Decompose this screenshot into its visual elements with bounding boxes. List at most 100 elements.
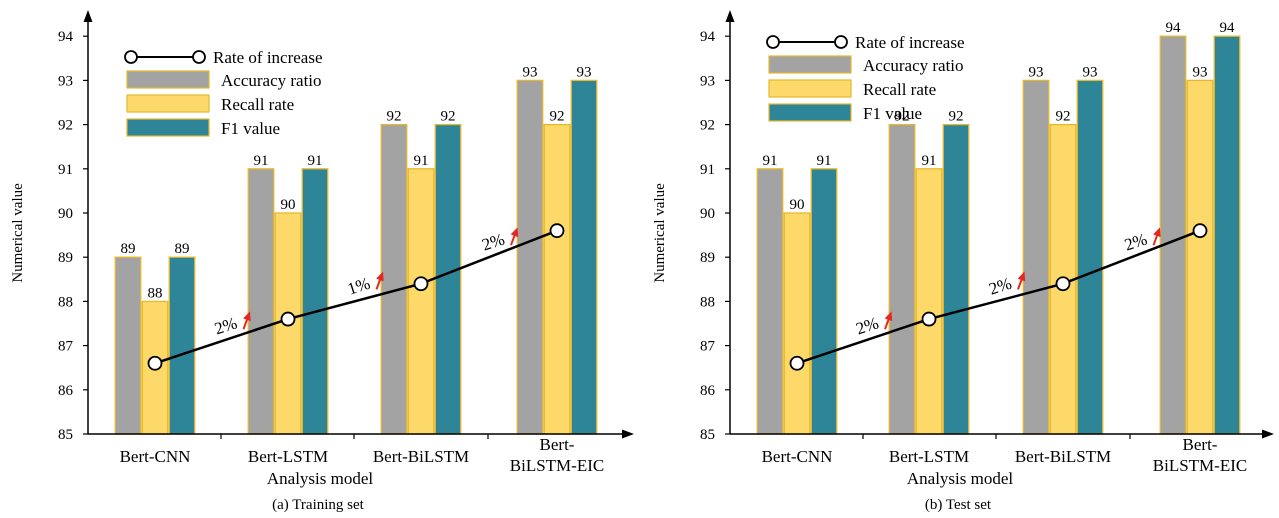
recall-bar (915, 168, 943, 435)
x-category-label: BiLSTM-EIC (1153, 456, 1247, 475)
x-category-label: BiLSTM-EIC (510, 456, 604, 475)
rate-percent-label: 1% (345, 274, 372, 299)
increase-arrow-shaft (1017, 277, 1024, 290)
increase-arrow-shaft (884, 317, 891, 330)
y-axis-arrow (83, 10, 93, 22)
accuracy-bar (247, 168, 275, 435)
x-category-label: Bert-CNN (762, 447, 833, 466)
increase-arrow-head (1017, 271, 1026, 282)
legend-label-f1: F1 value (863, 104, 922, 123)
y-tick-label: 87 (58, 339, 74, 355)
increase-arrow-icon (1017, 271, 1026, 290)
chart-panel-training: 89 88 89 91 90 91 92 91 92 93 92 93 85 86 87 88 89 90 91 92… (10, 0, 634, 513)
y-tick-label: 86 (58, 383, 74, 399)
y-tick-label: 92 (58, 118, 73, 134)
x-category-label: Bert-LSTM (248, 447, 328, 466)
bar-value-label: 94 (1220, 20, 1236, 36)
legend-swatch-f1 (768, 103, 852, 122)
recall-bar (543, 123, 571, 435)
x-axis-arrow (1262, 429, 1274, 439)
legend-swatch-recall (768, 79, 852, 98)
y-tick-label: 86 (700, 383, 716, 399)
y-tick-label: 95 (700, 0, 715, 1)
accuracy-bar (516, 79, 544, 435)
bar-value-label: 93 (1083, 64, 1098, 80)
increase-arrow-icon (242, 311, 251, 330)
legend-rate-marker (124, 50, 138, 64)
increase-arrow-icon (884, 311, 893, 330)
y-tick-label: 95 (58, 0, 73, 1)
f1-bar (1076, 79, 1104, 435)
chart-legend: Rate of increase Accuracy ratio Recall rat… (766, 33, 965, 123)
x-axis-title: Analysis model (267, 469, 374, 488)
bar-value-label: 91 (414, 153, 429, 169)
rate-marker (413, 276, 429, 292)
chart-caption: (b) Test set (925, 497, 992, 513)
legend-label-accuracy: Accuracy ratio (863, 56, 964, 75)
accuracy-bar (380, 123, 408, 435)
legend-label-accuracy: Accuracy ratio (221, 71, 322, 90)
y-tick-label: 91 (58, 162, 73, 178)
bar-value-label: 94 (1166, 20, 1182, 36)
y-tick-label: 94 (700, 29, 716, 45)
accuracy-bar (1022, 79, 1050, 435)
bar-value-label: 90 (790, 197, 805, 213)
f1-bar (434, 123, 462, 435)
accuracy-bar (114, 256, 142, 435)
bar-value-label: 92 (550, 109, 565, 125)
f1-bar (942, 123, 970, 435)
y-tick-label: 90 (700, 206, 715, 222)
legend-rate-marker (834, 35, 848, 49)
x-axis-arrow (622, 429, 634, 439)
y-tick-label: 89 (700, 250, 715, 266)
legend-rate-marker (766, 35, 780, 49)
chart-legend: Rate of increase Accuracy ratio Recall rat… (124, 48, 323, 138)
y-tick-label: 91 (700, 162, 715, 178)
bar-value-label: 91 (922, 153, 937, 169)
bar-value-label: 91 (254, 153, 269, 169)
f1-bar (570, 79, 598, 435)
rate-marker (1055, 276, 1071, 292)
f1-bar (301, 168, 329, 435)
bar-value-label: 92 (895, 109, 910, 125)
bar-value-label: 92 (949, 109, 964, 125)
y-tick-label: 89 (58, 250, 73, 266)
bar-value-label: 89 (175, 241, 190, 257)
increase-arrow-shaft (1152, 233, 1159, 246)
bar-value-label: 91 (763, 153, 778, 169)
rate-marker (147, 355, 163, 371)
y-tick-label: 88 (58, 294, 73, 310)
rate-marker (280, 311, 296, 327)
y-tick-label: 85 (700, 427, 715, 443)
recall-bar (407, 168, 435, 435)
legend-label-f1: F1 value (221, 119, 280, 138)
rate-marker (549, 223, 565, 239)
bar-value-label: 92 (387, 109, 402, 125)
bar-value-label: 91 (817, 153, 832, 169)
y-tick-label: 90 (58, 206, 73, 222)
legend-label-rate: Rate of increase (855, 33, 965, 52)
increase-arrow-shaft (242, 317, 249, 330)
x-category-label: Bert-BiLSTM (373, 447, 469, 466)
increase-arrow-icon (510, 227, 519, 246)
y-tick-label: 88 (700, 294, 715, 310)
x-axis-title: Analysis model (907, 469, 1014, 488)
increase-arrow-head (243, 311, 251, 322)
y-axis-title: Numerical value (10, 183, 26, 283)
rate-of-increase-line (796, 229, 1201, 365)
rate-of-increase-line (154, 229, 558, 365)
increase-arrow-shaft (375, 277, 382, 290)
f1-bar (810, 168, 838, 435)
bar-value-label: 91 (308, 153, 323, 169)
increase-arrow-head (376, 271, 384, 282)
increase-arrow-icon (375, 271, 384, 290)
rate-marker (1192, 223, 1208, 239)
y-tick-label: 87 (700, 339, 716, 355)
rate-percent-label: 2% (854, 313, 881, 338)
legend-label-recall: Recall rate (221, 95, 294, 114)
f1-bar (168, 256, 196, 435)
accuracy-bar (1159, 35, 1187, 435)
x-category-label: Bert-LSTM (889, 447, 969, 466)
bar-value-label: 92 (1056, 109, 1071, 125)
